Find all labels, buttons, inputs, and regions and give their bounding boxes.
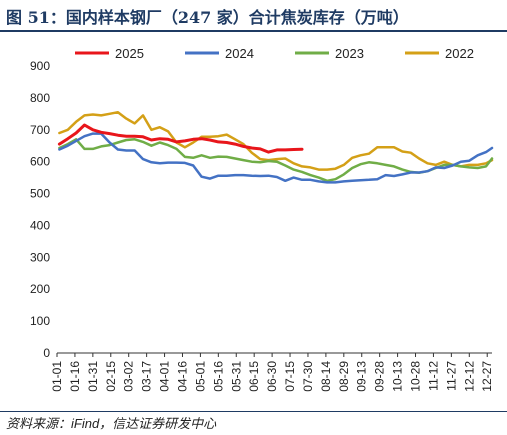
x-tick-label: 01-31 [86,361,100,392]
x-axis: 01-01 01-16 01-31 02-15 03-02 03-17 04-01 04-16… [50,352,494,392]
x-tick-label: 03-17 [140,361,154,392]
legend-label-2024: 2024 [225,46,254,61]
legend-label-2025: 2025 [115,46,144,61]
footer-divider [0,411,507,412]
series-line-2024 [58,132,494,184]
y-tick-label: 0 [43,346,50,360]
series-line-2025 [57,123,304,154]
y-tick-label: 700 [30,123,50,137]
x-tick-label: 05-16 [211,361,225,392]
x-tick-label: 10-28 [409,361,423,392]
x-tick-label: 07-15 [283,361,297,392]
x-tick-label: 05-01 [193,361,207,392]
x-tick-label: 06-30 [265,361,279,392]
y-tick-label: 600 [30,155,50,169]
x-tick-label: 11-12 [426,361,440,391]
x-tick-label: 01-01 [50,361,64,392]
x-tick-label: 06-15 [247,361,261,392]
y-tick-label: 500 [30,187,50,201]
x-tick-label: 05-31 [229,361,243,392]
x-tick-label: 10-13 [391,361,405,392]
y-tick-label: 400 [30,218,50,232]
series-layer [57,110,494,184]
x-tick-label: 03-02 [122,361,136,392]
source-note: 资料来源：iFind，信达证券研发中心 [6,416,217,431]
y-tick-label: 800 [30,91,50,105]
x-tick-label: 12-27 [480,361,494,392]
y-tick-label: 900 [30,59,50,73]
x-tick-label: 11-27 [444,361,458,391]
x-tick-label: 02-15 [104,361,118,392]
x-tick-label: 08-14 [319,361,333,392]
x-tick-label: 09-13 [355,361,369,392]
y-tick-label: 200 [30,282,50,296]
legend: 2025 2024 2023 2022 [75,46,474,61]
x-tick-label: 01-16 [68,361,82,392]
x-tick-label: 08-29 [337,361,351,392]
x-tick-label: 04-01 [158,361,172,392]
x-tick-label: 04-16 [175,361,189,392]
page-title: 图 51：国内样本钢厂（247 家）合计焦炭库存（万吨） [6,8,409,27]
title-divider [0,30,507,32]
x-tick-label: 12-12 [462,361,476,392]
y-tick-label: 300 [30,250,50,264]
y-tick-label: 100 [30,314,50,328]
x-tick-label: 07-30 [301,361,315,392]
x-tick-label: 09-28 [373,361,387,392]
series-line-2022 [58,110,494,171]
y-axis: 0 100 200 300 400 500 600 700 800 900 [30,59,50,360]
legend-label-2023: 2023 [335,46,364,61]
legend-label-2022: 2022 [445,46,474,61]
